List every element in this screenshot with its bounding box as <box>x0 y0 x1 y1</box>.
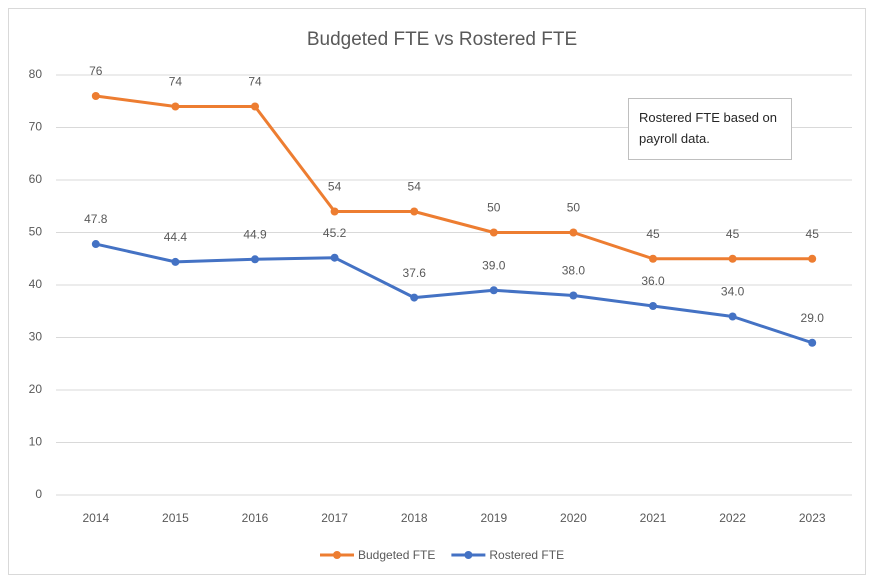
data-label: 54 <box>408 180 422 194</box>
x-tick-label: 2014 <box>82 511 109 525</box>
data-point <box>728 254 737 263</box>
x-tick-label: 2021 <box>640 511 667 525</box>
x-tick-label: 2018 <box>401 511 428 525</box>
data-point <box>649 302 657 310</box>
data-point <box>91 240 100 249</box>
y-tick-label: 30 <box>29 330 43 344</box>
data-label: 50 <box>567 201 581 215</box>
legend-label: Budgeted FTE <box>358 548 435 562</box>
data-label: 36.0 <box>641 274 665 288</box>
data-point <box>330 253 339 262</box>
data-point <box>489 286 498 295</box>
data-point <box>251 102 259 111</box>
chart-title: Budgeted FTE vs Rostered FTE <box>307 29 577 50</box>
series-line <box>95 242 813 345</box>
data-point <box>489 228 498 237</box>
data-point <box>728 312 737 321</box>
data-label: 47.8 <box>84 212 108 226</box>
data-point <box>569 228 578 237</box>
y-tick-label: 0 <box>35 487 42 501</box>
data-point <box>330 207 339 216</box>
data-label: 38.0 <box>562 264 586 278</box>
data-point <box>91 92 100 100</box>
y-tick-label: 20 <box>29 382 43 396</box>
data-label: 74 <box>248 75 262 89</box>
data-point <box>171 102 180 111</box>
y-tick-label: 70 <box>29 120 43 134</box>
x-tick-label: 2020 <box>560 511 587 525</box>
data-label: 45.2 <box>323 226 347 240</box>
legend-label: Rostered FTE <box>489 548 564 562</box>
legend-marker <box>333 551 341 559</box>
data-label: 54 <box>328 180 342 194</box>
data-point <box>251 255 259 264</box>
data-point <box>808 338 817 347</box>
data-label: 44.9 <box>243 227 267 241</box>
y-tick-label: 50 <box>29 225 43 239</box>
x-tick-label: 2016 <box>242 511 269 525</box>
legend-marker <box>464 551 473 559</box>
data-label: 44.4 <box>164 230 188 244</box>
data-point <box>649 254 657 263</box>
data-label: 39.0 <box>482 258 506 272</box>
y-tick-label: 60 <box>29 172 43 186</box>
data-label: 74 <box>169 75 183 89</box>
data-label: 45 <box>646 227 660 241</box>
data-point <box>808 254 817 263</box>
data-label: 45 <box>726 227 740 241</box>
data-point <box>410 207 419 216</box>
data-point <box>410 293 419 302</box>
x-tick-label: 2015 <box>162 511 189 525</box>
data-point <box>171 257 180 266</box>
x-tick-label: 2019 <box>480 511 507 525</box>
data-label: 45 <box>806 227 820 241</box>
series-line <box>95 94 813 261</box>
data-label: 37.6 <box>403 266 427 280</box>
x-tick-label: 2022 <box>719 511 746 525</box>
annotation: Rostered FTE based on payroll data. <box>628 98 792 160</box>
y-tick-label: 80 <box>29 67 43 81</box>
x-tick-label: 2017 <box>321 511 348 525</box>
data-point <box>569 291 578 300</box>
y-tick-label: 40 <box>29 277 43 291</box>
x-tick-label: 2023 <box>799 511 826 525</box>
data-label: 34.0 <box>721 285 745 299</box>
data-label: 50 <box>487 201 501 215</box>
data-label: 76 <box>89 64 103 78</box>
y-tick-label: 10 <box>29 435 43 449</box>
data-label: 29.0 <box>801 311 825 325</box>
